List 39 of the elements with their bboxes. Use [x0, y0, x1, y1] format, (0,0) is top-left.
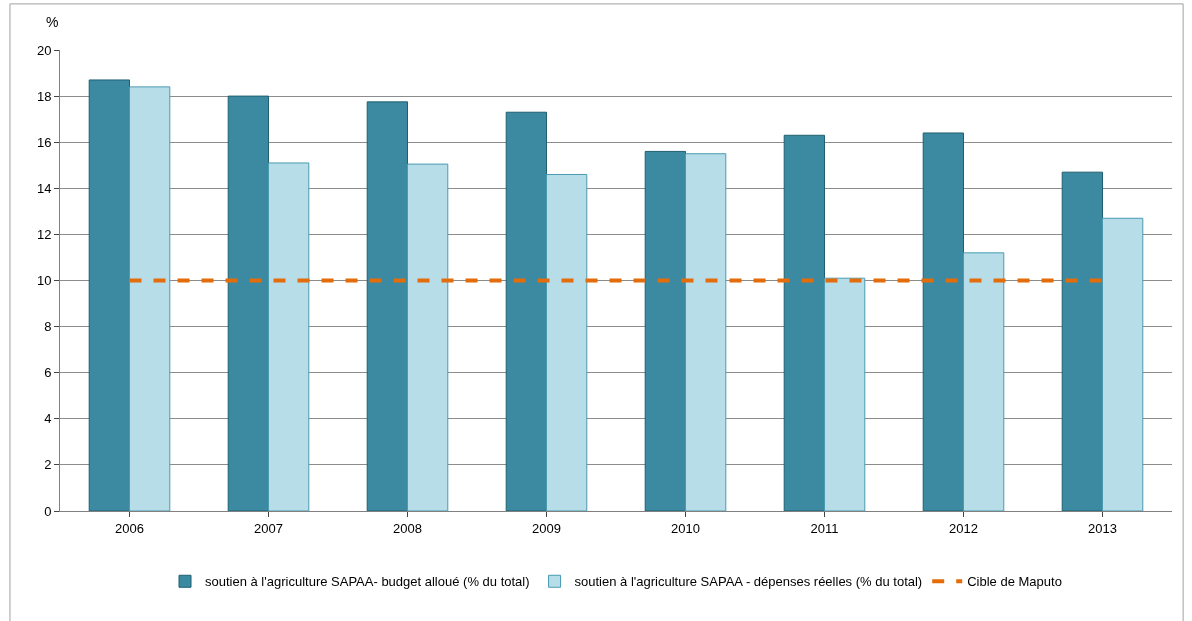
bar [644, 150, 686, 511]
y-tick-label: 12 [36, 226, 52, 242]
x-tick-label: 2011 [810, 520, 839, 536]
bar [366, 101, 408, 511]
bar [963, 252, 1005, 511]
bar [685, 153, 727, 511]
y-tick-label: 8 [44, 319, 52, 335]
bar [505, 111, 547, 511]
bar [824, 277, 866, 511]
bar [783, 134, 825, 511]
bar [407, 163, 449, 511]
y-tick-label: 2 [44, 457, 52, 473]
y-tick-label: 20 [36, 42, 52, 58]
bar [268, 162, 310, 511]
bar [1102, 217, 1144, 511]
bar [546, 173, 588, 511]
x-tick-label: 2010 [671, 520, 700, 536]
y-tick-label: 18 [36, 88, 52, 104]
legend-label: soutien à l'agriculture SAPAA- budget alloué (% du total) [205, 574, 530, 590]
legend-label: Cible de Maputo [967, 574, 1062, 590]
y-tick-label: 0 [44, 503, 52, 519]
x-tick-label: 2008 [393, 520, 422, 536]
bar [922, 132, 964, 511]
x-tick-label: 2006 [115, 520, 144, 536]
bar [88, 79, 130, 511]
bar [227, 95, 269, 511]
x-tick-label: 2009 [532, 520, 561, 536]
y-tick-label: 6 [44, 365, 52, 381]
x-tick-label: 2007 [254, 520, 283, 536]
y-tick-label: 14 [36, 180, 52, 196]
y-axis-title: % [46, 14, 59, 30]
y-tick-label: 4 [44, 411, 52, 427]
x-tick-label: 2012 [949, 520, 978, 536]
legend-label: soutien à l'agriculture SAPAA - dépenses réelles (% du total) [574, 574, 923, 590]
y-tick-label: 10 [36, 273, 52, 289]
x-tick-label: 2013 [1088, 520, 1117, 536]
y-tick-label: 16 [36, 134, 52, 150]
bar [129, 86, 171, 511]
bar [1061, 171, 1103, 511]
